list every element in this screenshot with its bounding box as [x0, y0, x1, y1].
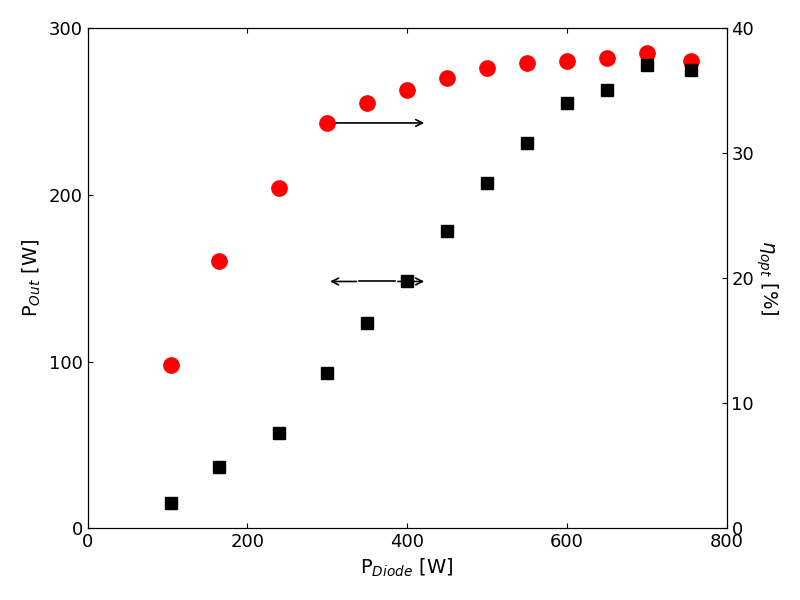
Y-axis label: $\eta_{opt}$ [%]: $\eta_{opt}$ [%]: [754, 241, 779, 316]
Y-axis label: P$_{Out}$ [W]: P$_{Out}$ [W]: [21, 239, 43, 317]
X-axis label: P$_{Diode}$ [W]: P$_{Diode}$ [W]: [361, 557, 454, 579]
